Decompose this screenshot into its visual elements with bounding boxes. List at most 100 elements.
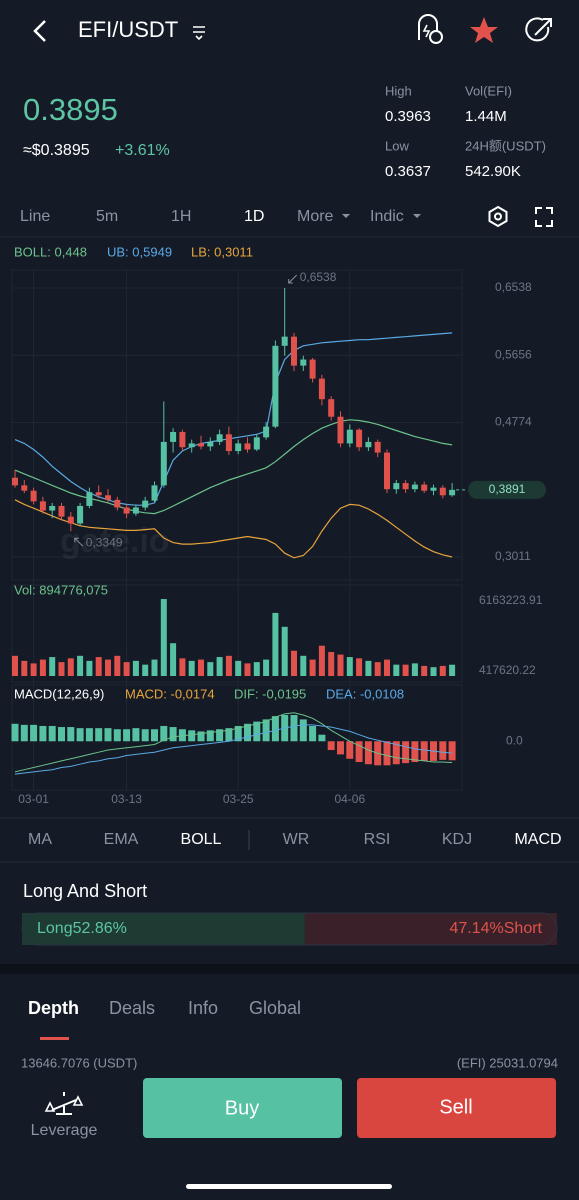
indicator-tab[interactable]: KDJ — [442, 831, 472, 848]
macd-line — [14, 712, 453, 773]
macd-bar — [253, 721, 261, 742]
volume-bar — [114, 655, 121, 676]
buy-button[interactable] — [143, 1078, 342, 1138]
stat-label: Low — [385, 138, 409, 153]
macd-bar — [85, 728, 93, 742]
kline-chart: 0,6538 0,5656 0,4774 0,3011 03-01 03-13 03-25 0… — [11, 244, 546, 806]
candle-body — [281, 336, 288, 346]
macd-bar — [448, 741, 456, 761]
y-tick-label: 0,3011 — [495, 549, 531, 563]
macd-bar — [11, 723, 19, 742]
interval-tab[interactable]: 1H — [171, 208, 191, 225]
volume-tick-label: 417620.22 — [479, 663, 536, 677]
candle-body — [337, 416, 344, 444]
short-bar — [304, 913, 557, 945]
indicator-tab[interactable]: RSI — [364, 831, 391, 848]
macd-bar — [439, 741, 447, 760]
depth-header: (EFI) 25031.0794 — [457, 1055, 558, 1070]
sell-label[interactable]: Sell — [439, 1096, 472, 1118]
price-change: +3.61% — [115, 142, 170, 159]
fullscreen-icon[interactable] — [535, 207, 553, 227]
band-legend: UB: 0,5949 — [107, 244, 172, 259]
back-button[interactable] — [33, 20, 46, 42]
candle-body — [346, 429, 353, 444]
candle-body — [132, 507, 139, 514]
macd-bar — [355, 741, 363, 763]
volume-bar — [58, 662, 65, 676]
volume-bar — [356, 658, 363, 676]
indicator-tab[interactable]: BOLL — [181, 831, 222, 848]
volume-bar — [309, 659, 316, 676]
indicator-tab[interactable]: WR — [283, 831, 310, 848]
volume-bar — [439, 665, 446, 676]
candle-body — [318, 378, 325, 400]
x-tick-label: 03-25 — [223, 792, 254, 806]
macd-bar — [141, 729, 149, 742]
stat-label: High — [385, 83, 412, 98]
macd-bar — [58, 727, 65, 742]
settings-icon[interactable] — [488, 205, 508, 228]
volume-bar — [449, 664, 456, 676]
macd-bar — [327, 741, 335, 751]
leverage-icon[interactable] — [44, 1092, 84, 1115]
interval-tab[interactable]: More — [297, 208, 334, 225]
volume-bar — [132, 660, 139, 676]
favorite-icon[interactable] — [470, 17, 498, 43]
volume-bar — [430, 667, 437, 676]
macd-bar — [20, 724, 28, 742]
sell-button[interactable] — [357, 1078, 556, 1138]
candle-body — [365, 441, 372, 448]
interval-tab[interactable]: Indic — [370, 208, 404, 225]
candle-body — [21, 485, 28, 491]
volume-bar — [21, 660, 28, 676]
macd-bar — [420, 741, 428, 761]
volume-bar — [160, 599, 167, 676]
leverage-label[interactable]: Leverage — [31, 1122, 98, 1139]
long-short-bar: Long52.86% 47.14%Short — [21, 912, 558, 946]
bottom-tab[interactable]: Deals — [109, 998, 155, 1018]
volume-bar — [263, 659, 270, 676]
y-tick-label: 0,5656 — [495, 347, 532, 361]
interval-tab[interactable]: 5m — [96, 208, 118, 225]
indicator-tab[interactable]: EMA — [104, 831, 139, 848]
pair-switch-icon[interactable] — [193, 26, 205, 41]
volume-bar — [300, 655, 307, 676]
band-line — [14, 499, 453, 559]
annotation-label: 0,6538 — [300, 270, 337, 284]
indicator-tab[interactable]: MA — [28, 831, 52, 848]
candle-body — [207, 441, 214, 447]
volume-tick-label: 6163223.91 — [479, 593, 543, 607]
macd-bar — [169, 727, 177, 742]
interval-tab[interactable]: Line — [20, 208, 50, 225]
bottom-tab[interactable]: Depth — [28, 998, 79, 1018]
candle-body — [449, 489, 456, 496]
bottom-tab[interactable]: Info — [188, 998, 218, 1018]
volume-bar — [346, 657, 353, 676]
volume-bar — [411, 663, 418, 676]
volume-bar — [188, 660, 195, 676]
y-tick-label: 0,4774 — [495, 415, 532, 429]
alert-icon[interactable] — [418, 14, 443, 44]
volume-bar — [253, 662, 260, 676]
macd-bar — [290, 715, 298, 742]
candle-body — [114, 499, 121, 508]
macd-bar — [271, 716, 279, 742]
volume-bar — [365, 660, 372, 676]
volume-bar — [123, 662, 130, 676]
interval-tab[interactable]: 1D — [244, 208, 264, 225]
macd-bar — [76, 728, 84, 742]
macd-line — [14, 724, 453, 775]
volume-bar — [67, 658, 74, 676]
settings-icon-dot — [494, 212, 502, 221]
volume-bar — [179, 658, 186, 676]
buy-label[interactable]: Buy — [225, 1097, 259, 1119]
share-icon[interactable] — [525, 17, 552, 42]
volume-bar — [337, 654, 344, 676]
indicator-tab[interactable]: MACD — [514, 831, 561, 848]
interval-tabs: Line 5m 1H 1D More Indic — [20, 208, 404, 225]
bottom-tab[interactable]: Global — [249, 998, 301, 1018]
macd-bar — [225, 728, 233, 742]
panel-frame — [11, 584, 463, 683]
macd-bar — [299, 719, 307, 742]
pair-title[interactable]: EFI/USDT — [78, 17, 178, 42]
